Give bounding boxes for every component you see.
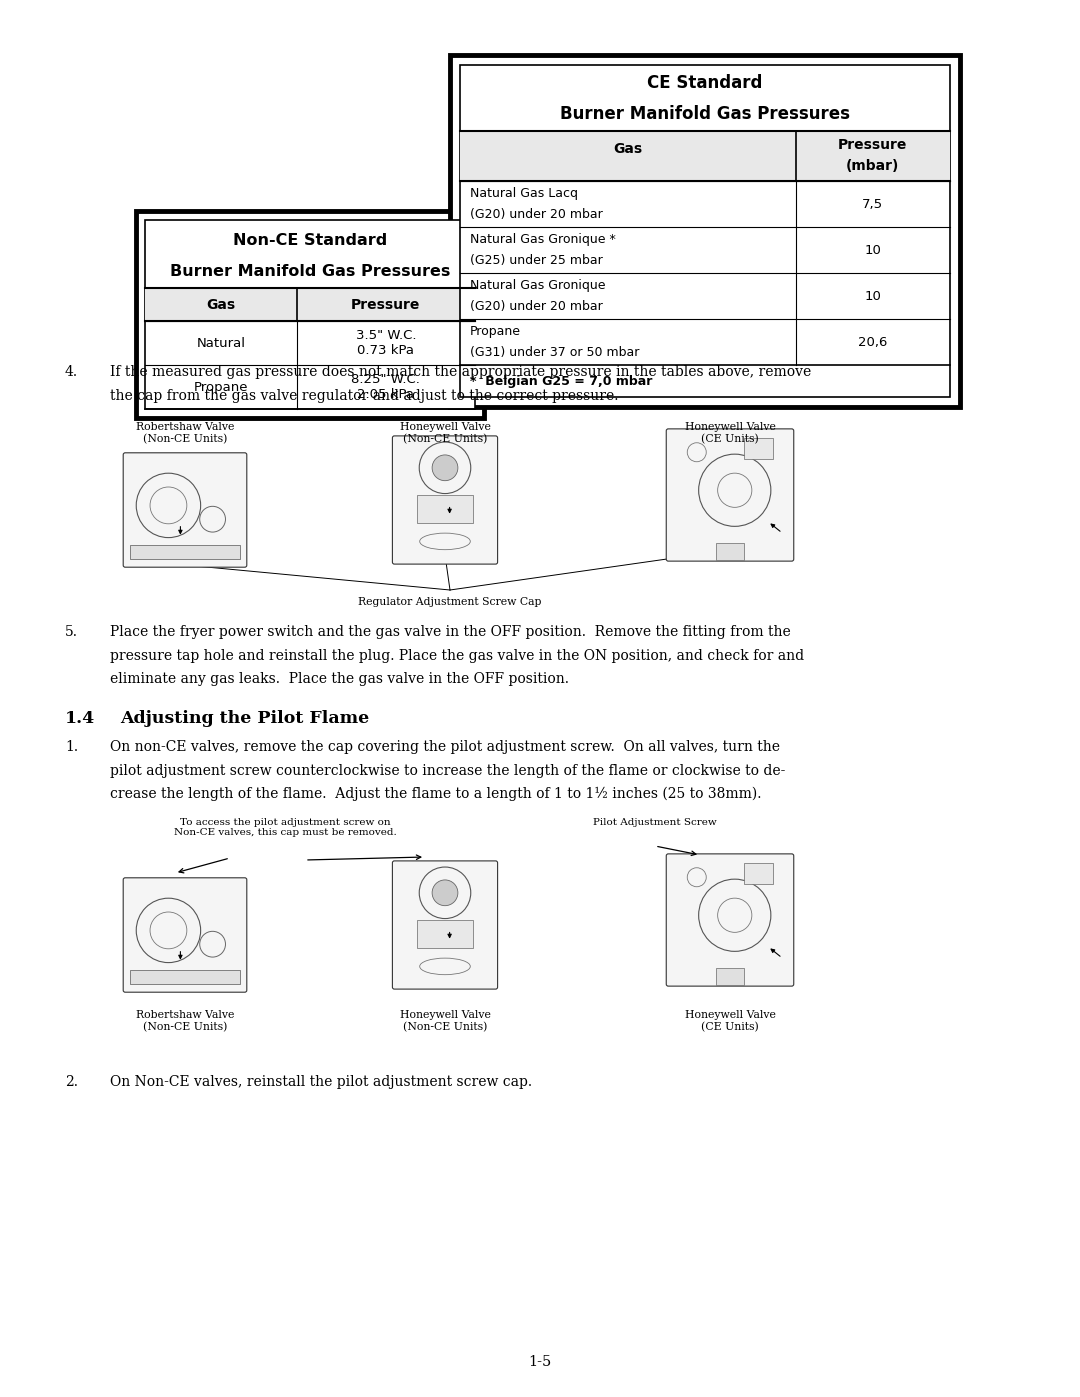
Circle shape bbox=[432, 880, 458, 905]
Text: pressure tap hole and reinstall the plug. Place the gas valve in the ON position: pressure tap hole and reinstall the plug… bbox=[110, 648, 805, 662]
Bar bbox=[744, 439, 773, 458]
Text: (G20) under 20 mbar: (G20) under 20 mbar bbox=[470, 208, 603, 221]
Bar bbox=[136, 211, 484, 418]
FancyBboxPatch shape bbox=[666, 854, 794, 986]
Text: Pressure: Pressure bbox=[351, 298, 420, 312]
Text: crease the length of the flame.  Adjust the flame to a length of 1 to 1½ inches : crease the length of the flame. Adjust t… bbox=[110, 787, 761, 802]
Bar bbox=[716, 542, 744, 560]
Text: CE Standard: CE Standard bbox=[647, 74, 762, 92]
Text: Non-CE Standard: Non-CE Standard bbox=[233, 233, 387, 247]
Bar bbox=[130, 545, 240, 559]
Text: 5.: 5. bbox=[65, 624, 78, 638]
Bar bbox=[130, 970, 240, 983]
Bar bbox=[417, 921, 473, 949]
Bar bbox=[716, 968, 744, 985]
Text: On Non-CE valves, reinstall the pilot adjustment screw cap.: On Non-CE valves, reinstall the pilot ad… bbox=[110, 1076, 532, 1090]
Text: 10: 10 bbox=[864, 243, 881, 257]
FancyBboxPatch shape bbox=[392, 861, 498, 989]
Bar bbox=[460, 66, 950, 397]
Text: Natural Gas Gronique *: Natural Gas Gronique * bbox=[470, 233, 616, 246]
Text: 4.: 4. bbox=[65, 365, 78, 379]
Text: Honeywell Valve
(Non-CE Units): Honeywell Valve (Non-CE Units) bbox=[400, 422, 490, 444]
Bar bbox=[145, 219, 475, 409]
Text: (G20) under 20 mbar: (G20) under 20 mbar bbox=[470, 299, 603, 313]
Text: Robertshaw Valve
(Non-CE Units): Robertshaw Valve (Non-CE Units) bbox=[136, 422, 234, 444]
Text: Natural Gas Lacq: Natural Gas Lacq bbox=[470, 187, 578, 200]
FancyBboxPatch shape bbox=[666, 429, 794, 562]
Text: 1-5: 1-5 bbox=[528, 1355, 552, 1369]
Text: eliminate any gas leaks.  Place the gas valve in the OFF position.: eliminate any gas leaks. Place the gas v… bbox=[110, 672, 569, 686]
Text: Adjusting the Pilot Flame: Adjusting the Pilot Flame bbox=[120, 710, 369, 726]
Text: Honeywell Valve
(CE Units): Honeywell Valve (CE Units) bbox=[685, 422, 775, 444]
Text: Honeywell Valve
(CE Units): Honeywell Valve (CE Units) bbox=[685, 1010, 775, 1032]
Text: Propane: Propane bbox=[470, 326, 521, 338]
Text: 1.4: 1.4 bbox=[65, 710, 95, 726]
Text: 8.25" W.C.
2.05 kPa: 8.25" W.C. 2.05 kPa bbox=[351, 373, 420, 401]
Bar bbox=[744, 863, 773, 884]
Text: Robertshaw Valve
(Non-CE Units): Robertshaw Valve (Non-CE Units) bbox=[136, 1010, 234, 1032]
Text: (G25) under 25 mbar: (G25) under 25 mbar bbox=[470, 254, 603, 267]
Text: Natural Gas Gronique: Natural Gas Gronique bbox=[470, 279, 606, 292]
Circle shape bbox=[432, 455, 458, 481]
FancyBboxPatch shape bbox=[123, 877, 247, 992]
Text: Pilot Adjustment Screw: Pilot Adjustment Screw bbox=[593, 819, 717, 827]
Text: Burner Manifold Gas Pressures: Burner Manifold Gas Pressures bbox=[561, 105, 850, 123]
Bar bbox=[450, 54, 960, 407]
Text: Honeywell Valve
(Non-CE Units): Honeywell Valve (Non-CE Units) bbox=[400, 1010, 490, 1032]
FancyBboxPatch shape bbox=[392, 436, 498, 564]
FancyBboxPatch shape bbox=[123, 453, 247, 567]
Text: pilot adjustment screw counterclockwise to increase the length of the flame or c: pilot adjustment screw counterclockwise … bbox=[110, 764, 785, 778]
Text: (mbar): (mbar) bbox=[846, 159, 900, 173]
Text: Burner Manifold Gas Pressures: Burner Manifold Gas Pressures bbox=[170, 264, 450, 278]
Text: *  Belgian G25 = 7,0 mbar: * Belgian G25 = 7,0 mbar bbox=[470, 374, 652, 387]
Bar bbox=[145, 288, 475, 321]
Text: 2.: 2. bbox=[65, 1076, 78, 1090]
Text: If the measured gas pressure does not match the appropriate pressure in the tabl: If the measured gas pressure does not ma… bbox=[110, 365, 811, 379]
Bar bbox=[460, 131, 950, 182]
Text: 10: 10 bbox=[864, 289, 881, 303]
Text: On non-CE valves, remove the cap covering the pilot adjustment screw.  On all va: On non-CE valves, remove the cap coverin… bbox=[110, 740, 780, 754]
Text: 1.: 1. bbox=[65, 740, 78, 754]
Text: To access the pilot adjustment screw on
Non-CE valves, this cap must be removed.: To access the pilot adjustment screw on … bbox=[174, 819, 396, 837]
Text: Gas: Gas bbox=[613, 141, 643, 155]
Text: 3.5" W.C.
0.73 kPa: 3.5" W.C. 0.73 kPa bbox=[355, 330, 416, 358]
Text: 20,6: 20,6 bbox=[859, 335, 888, 348]
Text: (G31) under 37 or 50 mbar: (G31) under 37 or 50 mbar bbox=[470, 345, 639, 359]
Text: Propane: Propane bbox=[193, 380, 248, 394]
Text: Natural: Natural bbox=[197, 337, 245, 349]
Text: Pressure: Pressure bbox=[838, 138, 907, 152]
Text: the cap from the gas valve regulator and adjust to the correct pressure.: the cap from the gas valve regulator and… bbox=[110, 388, 619, 402]
Text: 7,5: 7,5 bbox=[862, 197, 883, 211]
Text: Regulator Adjustment Screw Cap: Regulator Adjustment Screw Cap bbox=[359, 597, 542, 608]
Text: Place the fryer power switch and the gas valve in the OFF position.  Remove the : Place the fryer power switch and the gas… bbox=[110, 624, 791, 638]
Text: Gas: Gas bbox=[206, 298, 235, 312]
Bar bbox=[417, 496, 473, 522]
